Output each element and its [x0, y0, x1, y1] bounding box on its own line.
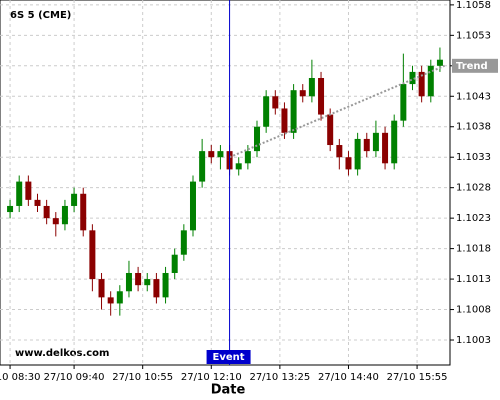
candle-body — [254, 126, 261, 152]
candle-body — [180, 230, 187, 255]
candle-body — [25, 181, 32, 200]
candle-body — [107, 297, 114, 304]
candle-body — [125, 272, 132, 292]
candle-body — [336, 145, 343, 158]
watermark: www.delkos.com — [15, 348, 109, 359]
x-tick-label: 27/10 12:10 — [181, 372, 242, 383]
candle-body — [199, 151, 206, 182]
x-tick-label: 27/10 15:55 — [387, 372, 448, 383]
candle-body — [391, 120, 398, 164]
y-tick-label: 1.1028 — [456, 183, 491, 194]
candle-body — [382, 132, 389, 164]
candle-body — [299, 90, 306, 97]
y-tick-label: 1.1038 — [456, 122, 491, 133]
candle-body — [308, 77, 315, 97]
x-tick-label: 27/10 08:30 — [0, 372, 40, 383]
candle-body — [16, 181, 23, 206]
candle-body — [372, 132, 379, 152]
y-tick-label: 1.1033 — [456, 152, 491, 163]
x-tick-label: 27/10 13:25 — [249, 372, 310, 383]
candle-body — [116, 291, 123, 304]
chart-title: 6S 5 (CME) — [10, 10, 71, 21]
candle-body — [354, 138, 361, 170]
plot-area — [0, 0, 451, 366]
candle-body — [162, 272, 169, 298]
candle-body — [52, 218, 59, 225]
candle-body — [427, 65, 434, 97]
y-tick-label: 1.1058 — [456, 0, 491, 11]
candle-body — [345, 157, 352, 170]
candle-body — [34, 199, 41, 206]
x-tick-label: 27/10 10:55 — [112, 372, 173, 383]
trend-line — [229, 64, 445, 159]
candle-body — [281, 108, 288, 133]
y-tick-label: 1.1003 — [456, 335, 491, 346]
y-tick-label: 1.1053 — [456, 30, 491, 41]
event-label: Event — [213, 352, 245, 363]
candle-body — [217, 151, 224, 158]
x-tick-label: 27/10 09:40 — [44, 372, 105, 383]
candle-body — [144, 279, 151, 286]
candle-body — [43, 205, 50, 219]
candle-body — [80, 193, 87, 231]
candle-body — [327, 114, 334, 146]
candle-body — [189, 181, 196, 231]
candle-body — [244, 151, 251, 164]
y-tick-label: 1.1018 — [456, 244, 491, 255]
candle-body — [208, 151, 215, 158]
candle-body — [61, 205, 68, 225]
candle-body — [263, 96, 270, 127]
candle-body — [235, 163, 242, 170]
candle-body — [272, 96, 279, 109]
x-axis-title: Date — [211, 383, 246, 398]
trend-label-box — [452, 58, 498, 73]
candle-body — [71, 193, 78, 206]
candle-body — [409, 71, 416, 85]
candle-body — [135, 272, 142, 286]
candle-body — [290, 90, 297, 133]
y-tick-label: 1.1023 — [456, 213, 491, 224]
candle-body — [418, 71, 425, 97]
candle-body — [400, 84, 407, 121]
candle-body — [436, 59, 443, 66]
candle-body — [98, 279, 105, 298]
candle-body — [363, 138, 370, 152]
event-label-box — [206, 350, 251, 364]
trend-label: Trend — [456, 61, 488, 72]
x-tick-label: 27/10 14:40 — [318, 372, 379, 383]
candle-body — [153, 279, 160, 298]
candle-body — [318, 77, 325, 115]
y-tick-label: 1.1008 — [456, 305, 491, 316]
y-tick-label: 1.1013 — [456, 274, 491, 285]
candle-body — [171, 254, 178, 273]
candle-body — [7, 205, 14, 213]
candle-body — [89, 230, 96, 280]
y-tick-label: 1.1043 — [456, 91, 491, 102]
